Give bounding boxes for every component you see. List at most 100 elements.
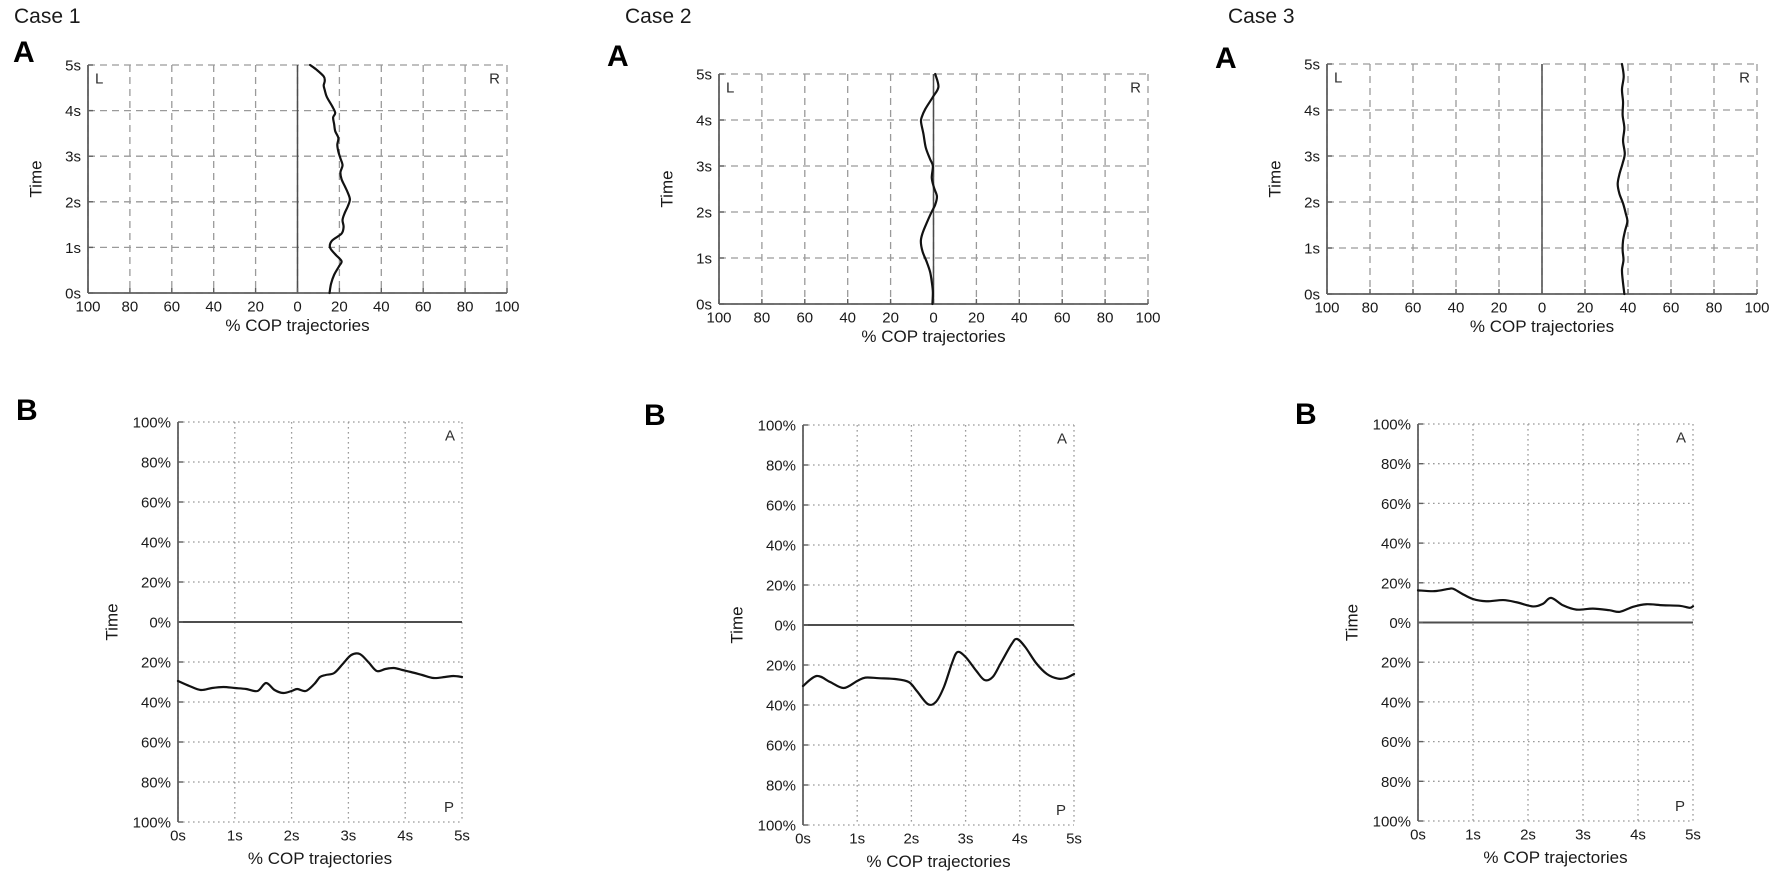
x-tick-label: 100	[1135, 309, 1160, 326]
x-tick-label: 0s	[170, 827, 186, 844]
cop-trace	[1416, 587, 1695, 613]
x-tick-label: 0s	[1410, 826, 1426, 843]
y-axis-title: Time	[1266, 160, 1285, 197]
x-tick-label: 20	[968, 309, 985, 326]
case1-panel-b: 100%80%60%40%20%0%20%40%60%80%100%0s 1s 2s…	[103, 415, 470, 869]
x-tick-label: 5s	[1685, 826, 1701, 843]
corner-label-L: L	[1334, 69, 1342, 86]
y-tick-label: 20%	[766, 578, 796, 595]
y-tick-label: 80%	[766, 458, 796, 475]
x-tick-label: 3s	[958, 830, 974, 847]
x-tick-label: 40	[1620, 299, 1637, 316]
cop-trace	[1616, 62, 1629, 296]
y-tick-label: 80%	[1381, 456, 1411, 473]
y-tick-label: 40%	[141, 535, 171, 552]
x-tick-label: 100	[75, 298, 100, 315]
y-tick-label: 20%	[141, 575, 171, 592]
x-tick-label: 20	[882, 309, 899, 326]
x-tick-label: 20	[331, 298, 348, 315]
panel-label-case2-B: B	[644, 399, 666, 432]
cop-trace	[801, 637, 1076, 707]
x-tick-label: 100	[494, 298, 519, 315]
x-tick-label: 3s	[340, 827, 356, 844]
x-tick-label: 40	[205, 298, 222, 315]
corner-label-A: A	[1676, 429, 1686, 446]
y-tick-label: 0%	[774, 618, 796, 635]
y-tick-label: 60%	[766, 498, 796, 515]
y-tick-label: 40%	[766, 698, 796, 715]
x-tick-label: 5s	[454, 827, 470, 844]
y-tick-label: 0s	[696, 297, 712, 314]
y-tick-label: 2s	[1304, 195, 1320, 212]
corner-label-R: R	[1130, 79, 1141, 96]
x-tick-label: 80	[1706, 299, 1723, 316]
x-tick-label: 4s	[1012, 830, 1028, 847]
panel-label-case2-A: A	[607, 40, 629, 73]
x-tick-label: 4s	[1630, 826, 1646, 843]
corner-label-P: P	[444, 799, 454, 816]
y-tick-label: 5s	[1304, 57, 1320, 74]
x-tick-label: 1s	[227, 827, 243, 844]
x-tick-label: 60	[796, 309, 813, 326]
x-axis-title: % COP trajectories	[866, 852, 1010, 871]
x-tick-label: 1s	[1465, 826, 1481, 843]
x-tick-label: 80	[122, 298, 139, 315]
y-tick-label: 60%	[766, 738, 796, 755]
x-tick-label: 60	[1405, 299, 1422, 316]
y-tick-label: 4s	[1304, 103, 1320, 120]
y-tick-label: 20%	[1381, 575, 1411, 592]
x-tick-label: 60	[1663, 299, 1680, 316]
x-tick-label: 80	[457, 298, 474, 315]
panel-label-case1-B: B	[16, 394, 38, 427]
y-axis-title: Time	[1343, 604, 1362, 641]
cop-trace	[919, 72, 940, 306]
x-tick-label: 3s	[1575, 826, 1591, 843]
y-tick-label: 1s	[696, 251, 712, 268]
y-tick-label: 2s	[65, 194, 81, 211]
corner-label-L: L	[726, 79, 734, 96]
y-tick-label: 1s	[65, 240, 81, 257]
x-tick-label: 2s	[1520, 826, 1536, 843]
y-tick-label: 4s	[696, 113, 712, 130]
x-tick-label: 40	[1011, 309, 1028, 326]
case1-panel-a: 0s 1s 2s 3s 4s 5s 100 80 60 40 20 0 20 40 60 80 100 % COP…	[27, 58, 520, 336]
y-tick-label: 20%	[141, 655, 171, 672]
x-tick-label: 100	[706, 309, 731, 326]
case3-panel-b: 100%80%60%40%20%0%20%40%60%80%100%0s 1s 2s…	[1343, 417, 1701, 868]
y-tick-label: 100%	[133, 815, 171, 832]
case-1-title: Case 1	[14, 5, 81, 28]
y-tick-label: 80%	[766, 778, 796, 795]
x-tick-label: 80	[1097, 309, 1114, 326]
y-axis-title: Time	[27, 160, 46, 197]
x-tick-label: 20	[247, 298, 264, 315]
y-tick-label: 0%	[1389, 615, 1411, 632]
cop-trace	[176, 652, 464, 695]
x-tick-label: 4s	[397, 827, 413, 844]
x-axis-title: % COP trajectories	[861, 327, 1005, 346]
y-axis-title: Time	[103, 603, 122, 640]
y-axis-title: Time	[728, 606, 747, 643]
case-3-title: Case 3	[1228, 5, 1295, 28]
corner-label-P: P	[1056, 802, 1066, 819]
x-axis-title: % COP trajectories	[248, 849, 392, 868]
x-axis-title: % COP trajectories	[1470, 317, 1614, 336]
y-axis-title: Time	[658, 170, 677, 207]
y-tick-label: 3s	[696, 159, 712, 176]
corner-label-R: R	[1739, 69, 1750, 86]
y-tick-label: 0s	[65, 286, 81, 303]
y-tick-label: 60%	[141, 735, 171, 752]
y-tick-label: 100%	[758, 818, 796, 835]
case2-panel-a: 0s 1s 2s 3s 4s 5s 100 80 60 40 20 0 20 40 60 80 100 % COP…	[658, 67, 1161, 347]
x-tick-label: 100	[1744, 299, 1769, 316]
x-tick-label: 20	[1577, 299, 1594, 316]
x-tick-label: 0s	[795, 830, 811, 847]
x-tick-label: 60	[163, 298, 180, 315]
y-tick-label: 3s	[1304, 149, 1320, 166]
y-tick-label: 60%	[141, 495, 171, 512]
panel-label-case3-B: B	[1295, 398, 1317, 431]
y-tick-label: 40%	[141, 695, 171, 712]
x-tick-label: 40	[1448, 299, 1465, 316]
case3-panel-a: 0s 1s 2s 3s 4s 5s 100 80 60 40 20 0 20 40 60 80 100 % COP…	[1266, 57, 1770, 337]
